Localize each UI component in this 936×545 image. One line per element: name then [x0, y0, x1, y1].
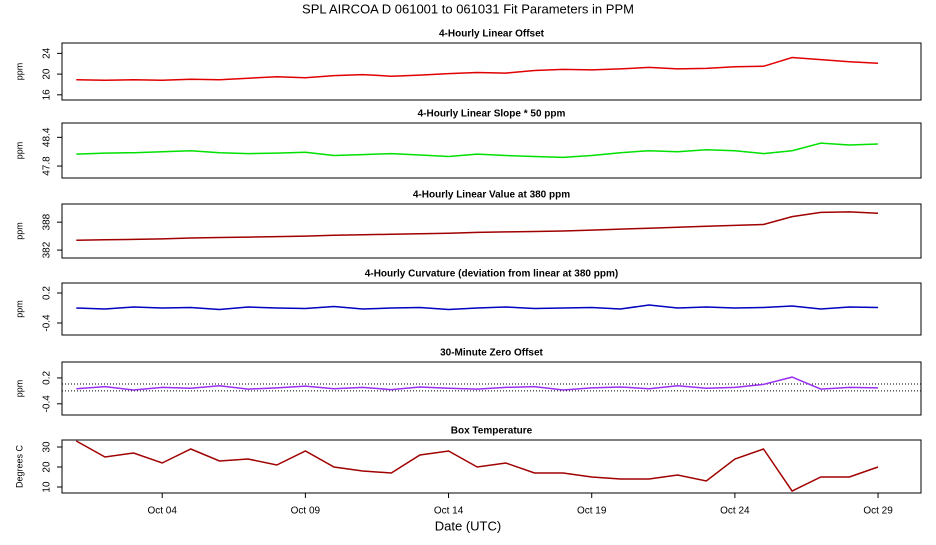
panel-frame [61, 361, 922, 416]
data-line [75, 440, 879, 492]
panel-frame [61, 439, 922, 494]
x-tick-label: Oct 04 [147, 506, 177, 517]
x-tick-label: Oct 09 [291, 506, 321, 517]
y-tick-label: 20 [42, 68, 53, 80]
panel-title: 4-Hourly Linear Slope * 50 ppm [418, 109, 566, 120]
panel-frame [61, 282, 922, 336]
y-tick-label: -0.4 [42, 314, 53, 332]
panel-title: 4-Hourly Curvature (deviation from linea… [365, 269, 618, 280]
y-tick-label: -0.4 [42, 395, 53, 413]
x-tick-label: Oct 19 [577, 506, 607, 517]
y-axis-label: ppm [14, 63, 24, 81]
panel-frame [61, 42, 922, 101]
x-axis-label: Date (UTC) [435, 518, 501, 533]
panel-title: Box Temperature [451, 426, 533, 437]
panel-title: 4-Hourly Linear Offset [439, 29, 545, 40]
y-tick-label: 16 [42, 89, 53, 101]
y-axis-label: ppm [14, 222, 24, 240]
y-tick-label: 388 [42, 213, 53, 230]
x-tick-label: Oct 29 [863, 506, 893, 517]
y-tick-label: 10 [42, 481, 53, 493]
data-line [76, 304, 879, 311]
data-line [76, 376, 879, 391]
panel-title: 30-Minute Zero Offset [440, 348, 543, 359]
data-line [76, 142, 879, 159]
panel-frame [61, 122, 922, 179]
y-tick-label: 0.2 [42, 371, 53, 385]
y-tick-label: 24 [42, 47, 53, 59]
y-tick-label: 47.8 [42, 156, 53, 176]
x-tick-label: Oct 14 [434, 506, 464, 517]
chart-title: SPL AIRCOA D 061001 to 061031 Fit Parame… [302, 1, 634, 16]
y-axis-label: ppm [14, 380, 24, 398]
x-tick-label: Oct 24 [720, 506, 750, 517]
panel-frame [61, 203, 922, 259]
data-line [76, 211, 879, 242]
data-line [76, 56, 879, 82]
y-tick-label: 382 [42, 241, 53, 258]
y-axis-label: ppm [14, 300, 24, 318]
y-tick-label: 0.2 [42, 286, 53, 300]
y-tick-label: 20 [42, 461, 53, 473]
y-tick-label: 48.4 [42, 127, 53, 147]
y-axis-label: Degrees C [14, 444, 24, 488]
panel-title: 4-Hourly Linear Value at 380 ppm [413, 190, 570, 201]
y-axis-label: ppm [14, 142, 24, 160]
y-tick-label: 30 [42, 441, 53, 453]
